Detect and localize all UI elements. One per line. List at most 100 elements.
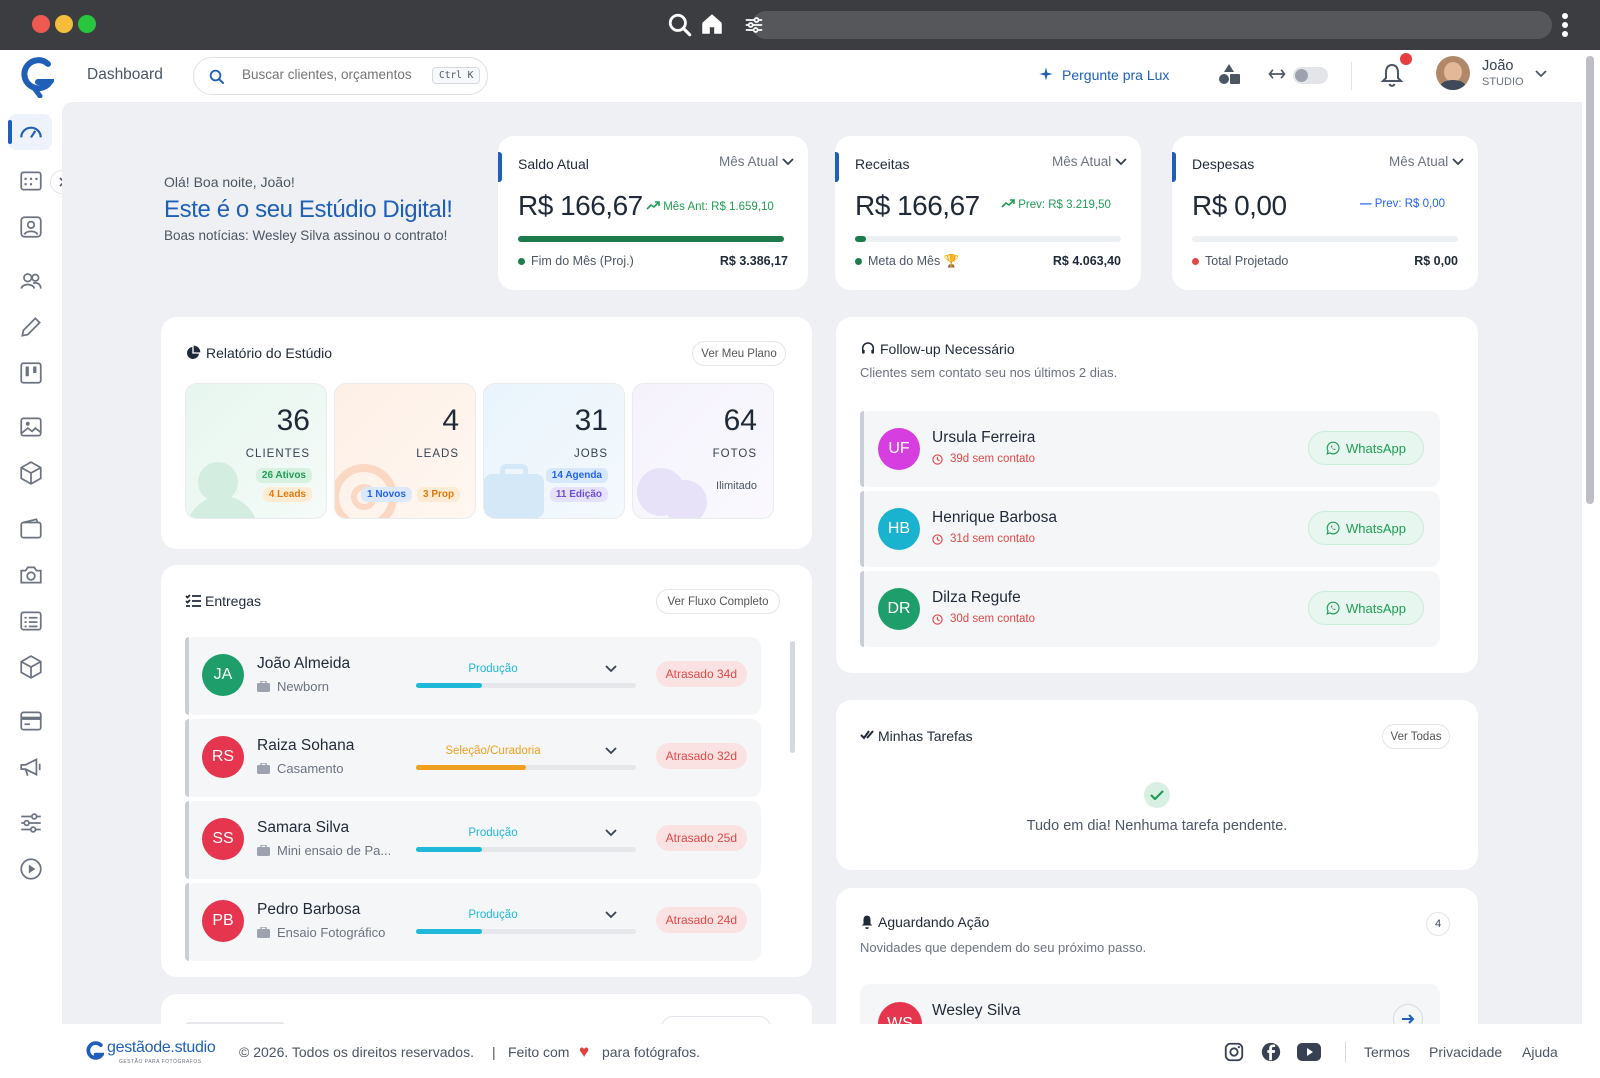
followup-since: 39d sem contato: [950, 453, 1036, 465]
notification-bell-icon[interactable]: [1380, 62, 1404, 88]
headset-icon: [861, 342, 875, 354]
delivery-client-name: Raiza Sohana: [257, 737, 355, 754]
followup-row[interactable]: DR Dilza Regufe 30d sem contato WhatsApp: [860, 571, 1440, 647]
stat-card-photos[interactable]: 64 FOTOS Ilimitado: [632, 383, 774, 519]
contact-card-icon[interactable]: [18, 214, 44, 240]
period-select[interactable]: Mês Atual: [1389, 154, 1464, 169]
browser-menu-icon[interactable]: [1560, 12, 1570, 38]
delivery-stage: Produção: [468, 663, 518, 675]
period-select[interactable]: Mês Atual: [1052, 154, 1127, 169]
followup-row[interactable]: UF Ursula Ferreira 39d sem contato WhatsApp: [860, 411, 1440, 487]
expand-width-icon[interactable]: [1268, 66, 1286, 82]
kpi-foot-label: Fim do Mês (Proj.): [531, 254, 634, 268]
box-icon[interactable]: [18, 460, 44, 486]
kpi-foot: Fim do Mês (Proj.): [518, 254, 634, 268]
page-title: Este é o seu Estúdio Digital!: [164, 196, 453, 223]
megaphone-icon[interactable]: [18, 754, 44, 780]
delivery-row[interactable]: RS Raiza Sohana Casamento Seleção/Curadoria…: [185, 719, 761, 797]
chevron-down-icon[interactable]: [605, 665, 617, 673]
search-box[interactable]: Ctrl K: [193, 57, 488, 95]
address-bar[interactable]: [745, 11, 1552, 39]
facebook-icon[interactable]: [1260, 1041, 1282, 1063]
arrow-right-icon[interactable]: [1393, 1004, 1423, 1024]
search-icon: [209, 69, 224, 84]
delivery-row[interactable]: JA João Almeida Newborn Produção Atrasado 34…: [185, 637, 761, 715]
browser-search-icon[interactable]: [667, 12, 693, 38]
avatar: RS: [202, 736, 244, 778]
period-select[interactable]: Mês Atual: [719, 154, 794, 169]
followup-since: 30d sem contato: [950, 613, 1036, 625]
chevron-down-icon[interactable]: [605, 747, 617, 755]
page-scrollbar[interactable]: [1586, 56, 1594, 504]
stat-tag: 14 Agenda: [545, 468, 608, 483]
youtube-icon[interactable]: [1297, 1043, 1321, 1061]
kpi-progress-fill: [518, 236, 784, 242]
calendar-icon[interactable]: [18, 168, 44, 194]
calendar-card-icon[interactable]: [18, 708, 44, 734]
tasks-card: Minhas Tarefas Ver Todas Tudo em dia! Ne…: [836, 700, 1478, 870]
card-accent: [1172, 152, 1176, 182]
kanban-icon[interactable]: [18, 360, 44, 386]
layout-toggle[interactable]: [1293, 67, 1328, 84]
stat-number: 36: [276, 404, 310, 437]
image-icon[interactable]: [18, 414, 44, 440]
kpi-progress-track: [1192, 236, 1458, 242]
chevron-down-icon[interactable]: [605, 829, 617, 837]
view-plan-button[interactable]: Ver Meu Plano: [692, 341, 786, 366]
minimize-window-button[interactable]: [55, 15, 73, 33]
delivery-row[interactable]: SS Samara Silva Mini ensaio de Pa... Produç…: [185, 801, 761, 879]
waiting-item[interactable]: WS Wesley Silva: [860, 984, 1440, 1024]
stat-card-clients[interactable]: 36 CLIENTES 26 Ativos 4 Leads: [185, 383, 327, 519]
browser-home-icon[interactable]: [699, 11, 725, 37]
breadcrumb[interactable]: Dashboard: [87, 66, 163, 83]
list-scrollbar[interactable]: [790, 641, 795, 753]
delivery-row[interactable]: PB Pedro Barbosa Ensaio Fotográfico Produçã…: [185, 883, 761, 961]
stat-card-jobs[interactable]: 31 JOBS 14 Agenda 11 Edição: [483, 383, 625, 519]
whatsapp-button[interactable]: WhatsApp: [1308, 591, 1424, 625]
studio-report-card: Relatório do Estúdio Ver Meu Plano 36 CL…: [161, 317, 812, 549]
maximize-window-button[interactable]: [78, 15, 96, 33]
wallet-icon[interactable]: [18, 516, 44, 542]
stat-label: JOBS: [573, 448, 608, 460]
briefcase-decoration-icon: [500, 464, 528, 478]
user-avatar[interactable]: [1436, 56, 1470, 90]
sidebar-item-dashboard[interactable]: [8, 114, 52, 150]
made-with-suffix: para fotógrafos.: [602, 1044, 701, 1060]
settings-sliders-icon[interactable]: [18, 810, 44, 836]
chevron-down-icon[interactable]: [605, 911, 617, 919]
ask-lux-button[interactable]: Pergunte pra Lux: [1062, 67, 1170, 83]
list-check-icon[interactable]: [18, 608, 44, 634]
double-check-icon: [860, 730, 874, 740]
footer-link-privacy[interactable]: Privacidade: [1429, 1044, 1503, 1060]
user-name[interactable]: João: [1482, 58, 1514, 74]
package-icon[interactable]: [18, 654, 44, 680]
play-circle-icon[interactable]: [18, 856, 44, 882]
app-logo-icon[interactable]: [20, 56, 54, 98]
shapes-icon[interactable]: [1217, 62, 1241, 86]
delivery-type: Ensaio Fotográfico: [277, 925, 386, 940]
chevron-down-icon[interactable]: [1535, 70, 1547, 78]
search-input[interactable]: [242, 67, 420, 82]
partial-card-button[interactable]: [661, 1016, 771, 1024]
sliders-icon[interactable]: [744, 15, 764, 35]
whatsapp-button[interactable]: WhatsApp: [1308, 511, 1424, 545]
followup-row[interactable]: HB Henrique Barbosa 31d sem contato WhatsAp…: [860, 491, 1440, 567]
trend-up-icon: [646, 201, 660, 210]
instagram-icon[interactable]: [1223, 1041, 1245, 1063]
stage-progress-track: [416, 765, 636, 770]
gauge-icon[interactable]: [18, 119, 44, 145]
kpi-compare: — Prev: R$ 0,00: [1360, 198, 1445, 210]
view-all-tasks-button[interactable]: Ver Todas: [1382, 724, 1450, 749]
footer-link-help[interactable]: Ajuda: [1522, 1044, 1558, 1060]
stat-card-leads[interactable]: 4 LEADS 1 Novos 3 Prop: [334, 383, 476, 519]
camera-icon[interactable]: [18, 562, 44, 588]
users-icon[interactable]: [18, 268, 44, 294]
close-window-button[interactable]: [32, 15, 50, 33]
chevron-down-icon: [782, 158, 794, 166]
period-label: Mês Atual: [718, 154, 779, 169]
view-flow-button[interactable]: Ver Fluxo Completo: [656, 589, 780, 614]
pen-icon[interactable]: [18, 314, 44, 340]
followup-card: Follow-up Necessário Clientes sem contat…: [836, 317, 1478, 673]
footer-link-terms[interactable]: Termos: [1364, 1044, 1410, 1060]
whatsapp-button[interactable]: WhatsApp: [1308, 431, 1424, 465]
